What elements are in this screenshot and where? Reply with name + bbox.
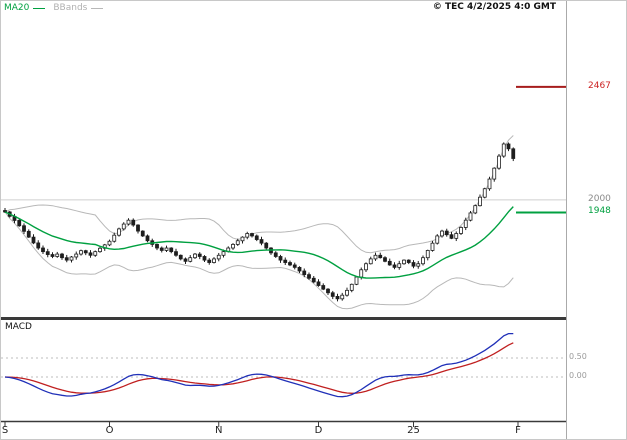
ma20-legend-swatch bbox=[33, 7, 46, 9]
chart-legend: MA20 BBands bbox=[4, 2, 111, 14]
bbands-legend-label: BBands bbox=[53, 3, 88, 13]
x-axis-label: O bbox=[105, 425, 114, 436]
bbands-legend-swatch bbox=[91, 7, 104, 9]
price-label-resistance: 2467 bbox=[588, 81, 611, 91]
copyright-text: © TEC 4/2/2025 4:0 GMT bbox=[432, 2, 556, 12]
x-axis-label: F bbox=[515, 425, 521, 436]
x-axis-label: S bbox=[1, 425, 9, 436]
x-axis-label: N bbox=[215, 425, 223, 436]
price-label-gridline: 2000 bbox=[588, 194, 611, 204]
x-axis-label: D bbox=[314, 425, 323, 436]
ma20-legend-label: MA20 bbox=[4, 3, 30, 13]
price-label-support: 1948 bbox=[588, 206, 611, 216]
macd-grid-label-050: 0.50 bbox=[569, 352, 587, 361]
x-axis-label: 25 bbox=[407, 425, 420, 436]
macd-grid-label-000: 0.00 bbox=[569, 371, 587, 380]
macd-panel-label: MACD bbox=[5, 322, 32, 332]
